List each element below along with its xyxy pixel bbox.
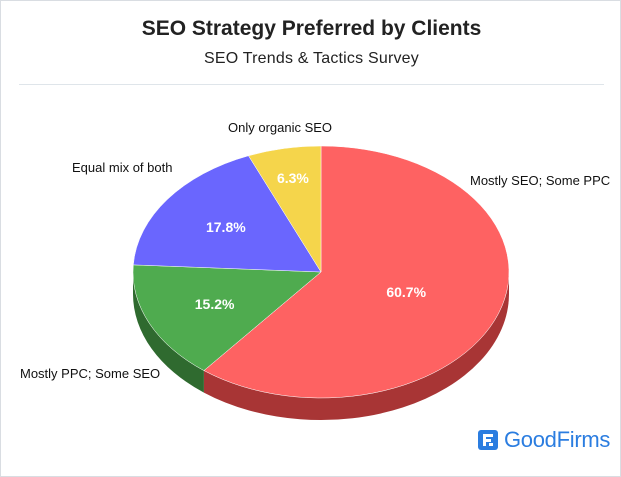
pie-slice-0[interactable] (203, 145, 510, 399)
pie-slice-2[interactable] (133, 155, 322, 273)
title-divider (19, 84, 604, 85)
brand-name: GoodFirms (504, 427, 611, 452)
chart-title: SEO Strategy Preferred by Clients (141, 17, 482, 40)
pie-side-0 (203, 272, 509, 420)
slice-category-label-3: Only organic SEO (228, 120, 332, 135)
slice-category-label-0: Mostly SEO; Some PPC (470, 173, 610, 188)
slice-value-label-3: 6.3% (277, 170, 309, 186)
slice-category-label-1: Mostly PPC; Some SEO (20, 366, 160, 381)
slice-value-label-0: 60.7% (386, 284, 426, 300)
pie-slices (132, 145, 510, 399)
slice-value-label-1: 15.2% (195, 296, 235, 312)
chart-subtitle: SEO Trends & Tactics Survey (204, 50, 419, 67)
pie-side-1 (133, 272, 204, 393)
pie-slice-1[interactable] (132, 264, 322, 371)
slice-category-label-2: Equal mix of both (72, 160, 172, 175)
pie-side-walls (133, 272, 509, 420)
pie-slice-3[interactable] (248, 145, 322, 273)
slice-value-label-2: 17.8% (206, 219, 246, 235)
brand-logo: GoodFirms (477, 427, 610, 453)
goodfirms-logo-icon (478, 430, 498, 450)
